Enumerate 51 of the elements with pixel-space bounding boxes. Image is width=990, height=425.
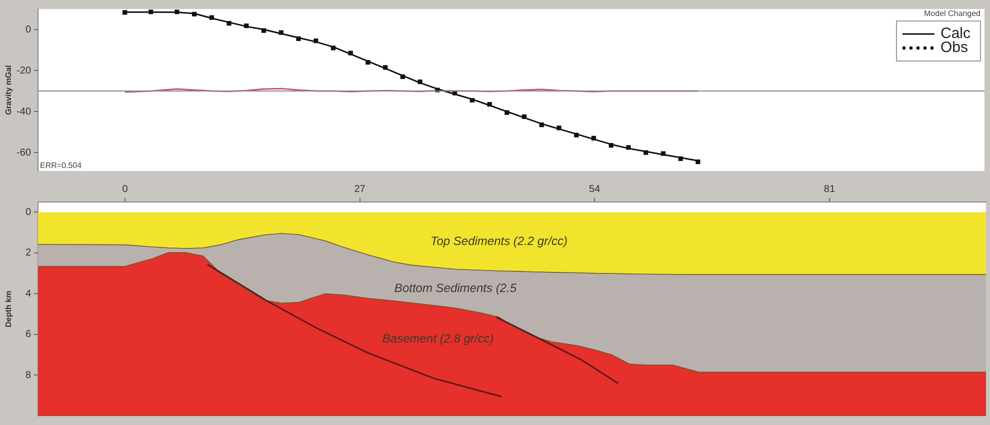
- point: [400, 74, 406, 79]
- y-tick-label: 6: [25, 329, 32, 340]
- y-axis-title: Gravity mGal: [4, 65, 14, 115]
- y-tick-label: 8: [25, 370, 32, 381]
- point: [330, 46, 336, 50]
- x-tick-label: 27: [354, 184, 366, 195]
- series-label: Bottom Sediments (2.5: [394, 280, 517, 295]
- point: [296, 36, 301, 42]
- point: [470, 98, 474, 103]
- point: [209, 15, 214, 20]
- point: [366, 60, 370, 65]
- x-tick-label: 81: [824, 184, 836, 195]
- point: [487, 102, 492, 107]
- point: [314, 38, 318, 44]
- point: [244, 24, 249, 28]
- point: [608, 143, 614, 148]
- point: [504, 110, 510, 115]
- annotation: Model Changed: [924, 9, 980, 18]
- point: [278, 30, 284, 35]
- point: [591, 136, 596, 140]
- point: [574, 132, 579, 138]
- point: [192, 12, 197, 16]
- series-label: Top Sediments (2.2 gr/cc): [430, 234, 568, 248]
- point: [174, 10, 180, 14]
- point: [383, 65, 388, 70]
- point: [148, 10, 154, 14]
- point: [522, 114, 527, 119]
- y-tick-label: -20: [16, 65, 32, 76]
- series-label: Basement (2.8 gr/cc): [382, 331, 494, 346]
- point: [226, 21, 232, 26]
- point: [556, 126, 562, 130]
- point: [678, 156, 683, 161]
- point: [348, 50, 353, 56]
- y-tick-label: -40: [16, 106, 32, 118]
- y-tick-label: 4: [25, 288, 32, 300]
- y-tick-label: 0: [25, 206, 32, 218]
- point: [122, 10, 128, 15]
- annotation: ERR=0.504: [40, 161, 82, 170]
- point: [696, 159, 700, 164]
- x-tick-label: 54: [589, 184, 601, 195]
- point: [261, 28, 266, 33]
- point: [418, 79, 422, 84]
- y-axis-title: Depth km: [4, 290, 14, 328]
- point: [660, 151, 666, 156]
- x-tick-label: 0: [122, 184, 128, 195]
- point: [626, 145, 631, 150]
- y-tick-label: -60: [16, 147, 32, 158]
- point: [644, 150, 648, 155]
- y-tick-label: 2: [25, 248, 32, 259]
- y-tick-label: 0: [25, 24, 32, 36]
- point: [539, 122, 544, 128]
